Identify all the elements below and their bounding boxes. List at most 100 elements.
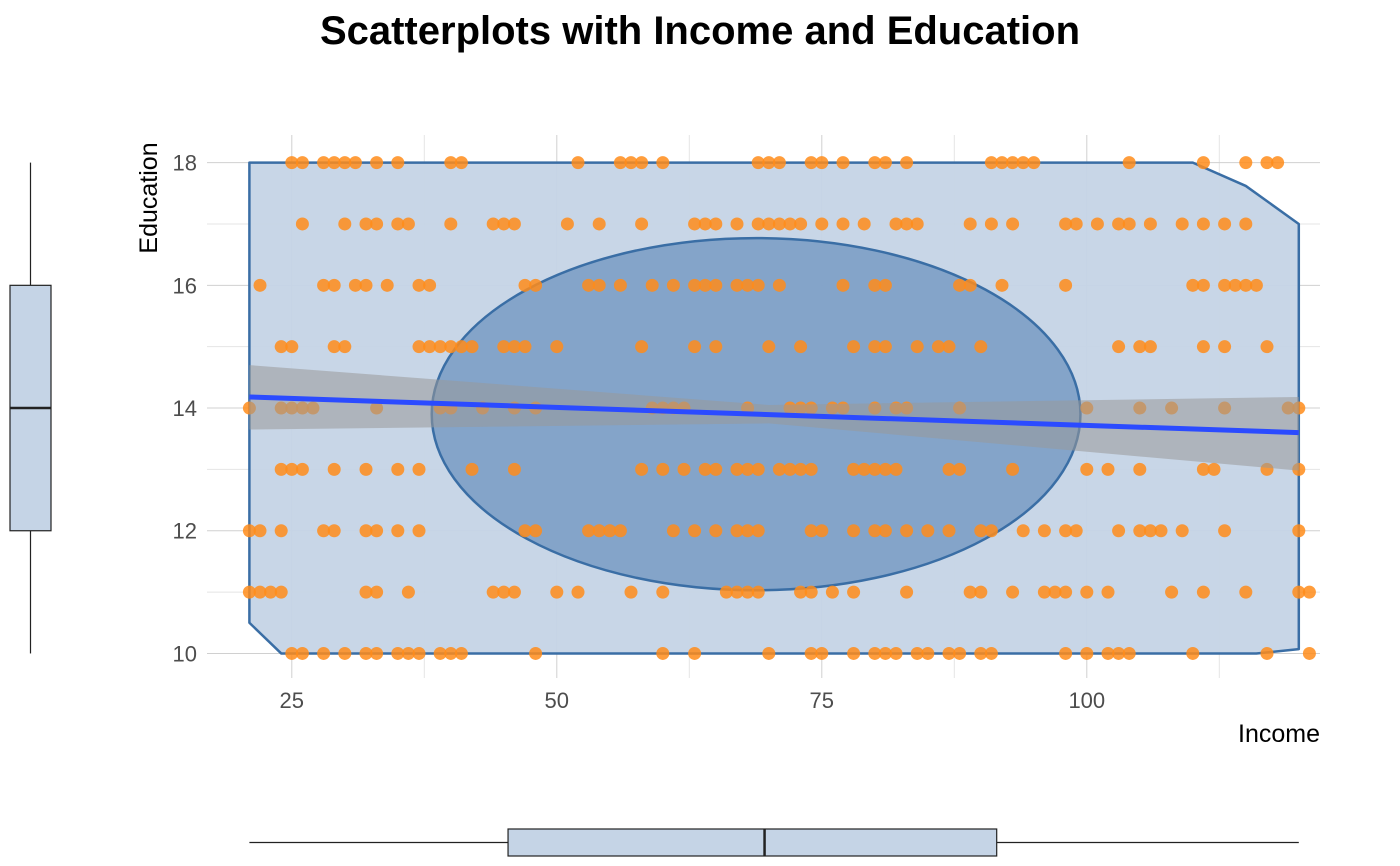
data-point xyxy=(242,524,256,538)
x-tick-label: 50 xyxy=(545,688,569,713)
data-point xyxy=(1186,646,1200,660)
data-point xyxy=(635,217,649,231)
data-point xyxy=(1112,340,1126,354)
data-point xyxy=(815,524,829,538)
data-point xyxy=(772,462,786,476)
data-point xyxy=(762,646,776,660)
data-point xyxy=(253,585,267,599)
y-boxplot xyxy=(9,162,52,654)
data-point xyxy=(1059,646,1073,660)
data-point xyxy=(264,585,278,599)
x-tick-label: 25 xyxy=(280,688,304,713)
data-point xyxy=(666,278,680,292)
data-point xyxy=(974,585,988,599)
data-point xyxy=(878,524,892,538)
data-point xyxy=(804,646,818,660)
data-point xyxy=(910,217,924,231)
data-point xyxy=(719,585,733,599)
data-point xyxy=(370,524,384,538)
data-point xyxy=(900,524,914,538)
data-point xyxy=(847,340,861,354)
data-point xyxy=(317,646,331,660)
data-point xyxy=(274,585,288,599)
data-point xyxy=(1016,156,1030,170)
data-point xyxy=(1154,524,1168,538)
data-point xyxy=(423,340,437,354)
data-point xyxy=(751,217,765,231)
data-point xyxy=(751,462,765,476)
data-point xyxy=(1228,278,1242,292)
data-point xyxy=(656,462,670,476)
data-point xyxy=(709,217,723,231)
data-point xyxy=(815,217,829,231)
data-point xyxy=(1196,156,1210,170)
data-point xyxy=(836,278,850,292)
data-point xyxy=(1101,646,1115,660)
data-point xyxy=(772,217,786,231)
x-ticks: 25 50 75 100 xyxy=(280,688,1106,713)
data-point xyxy=(1292,585,1306,599)
data-point xyxy=(698,278,712,292)
data-point xyxy=(317,278,331,292)
data-point xyxy=(624,156,638,170)
data-point xyxy=(1196,462,1210,476)
data-point xyxy=(804,585,818,599)
data-point xyxy=(900,156,914,170)
data-point xyxy=(688,524,702,538)
data-point xyxy=(847,646,861,660)
data-point xyxy=(242,585,256,599)
data-point xyxy=(709,462,723,476)
data-point xyxy=(1133,462,1147,476)
data-point xyxy=(847,585,861,599)
data-point xyxy=(1196,217,1210,231)
data-point xyxy=(412,462,426,476)
data-point xyxy=(921,524,935,538)
data-point xyxy=(401,217,415,231)
data-point xyxy=(730,462,744,476)
data-point xyxy=(359,278,373,292)
data-point xyxy=(857,217,871,231)
data-point xyxy=(656,646,670,660)
x-tick-label: 100 xyxy=(1068,688,1105,713)
data-point xyxy=(391,156,405,170)
data-point xyxy=(878,278,892,292)
y-ticks: 10 12 14 16 18 xyxy=(173,151,197,667)
data-point xyxy=(815,646,829,660)
x-boxplot-box xyxy=(507,828,998,857)
data-point xyxy=(900,217,914,231)
data-point xyxy=(444,217,458,231)
data-point xyxy=(359,524,373,538)
data-point xyxy=(486,585,500,599)
data-point xyxy=(401,585,415,599)
data-point xyxy=(285,156,299,170)
data-point xyxy=(1027,156,1041,170)
data-point xyxy=(1239,278,1253,292)
data-point xyxy=(1218,340,1232,354)
data-point xyxy=(253,524,267,538)
data-point xyxy=(613,278,627,292)
data-point xyxy=(942,340,956,354)
data-point xyxy=(1122,646,1136,660)
data-point xyxy=(1037,585,1051,599)
data-point xyxy=(1069,217,1083,231)
data-point xyxy=(910,646,924,660)
data-point xyxy=(497,340,511,354)
data-point xyxy=(370,646,384,660)
data-point xyxy=(359,462,373,476)
data-point xyxy=(348,156,362,170)
data-point xyxy=(698,217,712,231)
data-point xyxy=(868,646,882,660)
data-point xyxy=(1260,646,1274,660)
data-point xyxy=(338,340,352,354)
data-point xyxy=(592,278,606,292)
data-point xyxy=(1239,217,1253,231)
data-point xyxy=(1196,585,1210,599)
data-point xyxy=(1218,278,1232,292)
data-point xyxy=(984,217,998,231)
data-point xyxy=(730,524,744,538)
data-point xyxy=(603,524,617,538)
y-tick-label: 18 xyxy=(173,151,197,176)
data-point xyxy=(529,278,543,292)
data-point xyxy=(772,278,786,292)
data-point xyxy=(762,217,776,231)
